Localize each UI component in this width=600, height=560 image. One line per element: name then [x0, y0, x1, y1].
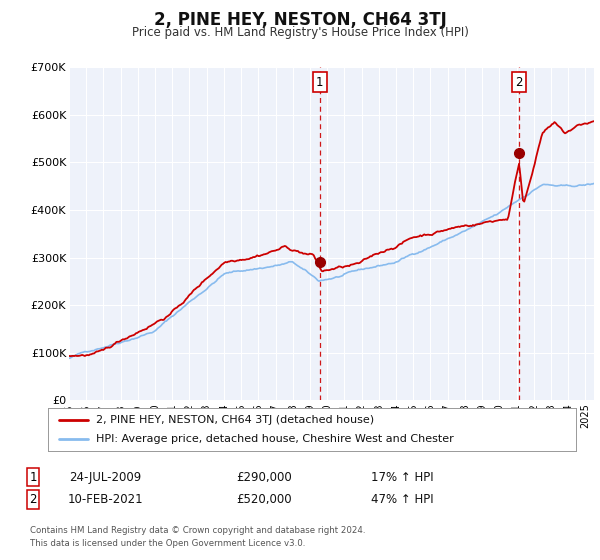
Text: 17% ↑ HPI: 17% ↑ HPI — [371, 470, 433, 484]
Text: £290,000: £290,000 — [236, 470, 292, 484]
Text: 10-FEB-2021: 10-FEB-2021 — [67, 493, 143, 506]
Text: 1: 1 — [29, 470, 37, 484]
Text: 2, PINE HEY, NESTON, CH64 3TJ (detached house): 2, PINE HEY, NESTON, CH64 3TJ (detached … — [95, 415, 374, 424]
Text: 2, PINE HEY, NESTON, CH64 3TJ: 2, PINE HEY, NESTON, CH64 3TJ — [154, 11, 446, 29]
Text: 2: 2 — [515, 76, 523, 88]
Text: Contains HM Land Registry data © Crown copyright and database right 2024.: Contains HM Land Registry data © Crown c… — [30, 526, 365, 535]
Text: Price paid vs. HM Land Registry's House Price Index (HPI): Price paid vs. HM Land Registry's House … — [131, 26, 469, 39]
Text: 24-JUL-2009: 24-JUL-2009 — [69, 470, 141, 484]
Text: 47% ↑ HPI: 47% ↑ HPI — [371, 493, 433, 506]
Text: HPI: Average price, detached house, Cheshire West and Chester: HPI: Average price, detached house, Ches… — [95, 435, 453, 444]
Text: 1: 1 — [316, 76, 323, 88]
Text: 2: 2 — [29, 493, 37, 506]
Text: This data is licensed under the Open Government Licence v3.0.: This data is licensed under the Open Gov… — [30, 539, 305, 548]
Text: £520,000: £520,000 — [236, 493, 292, 506]
